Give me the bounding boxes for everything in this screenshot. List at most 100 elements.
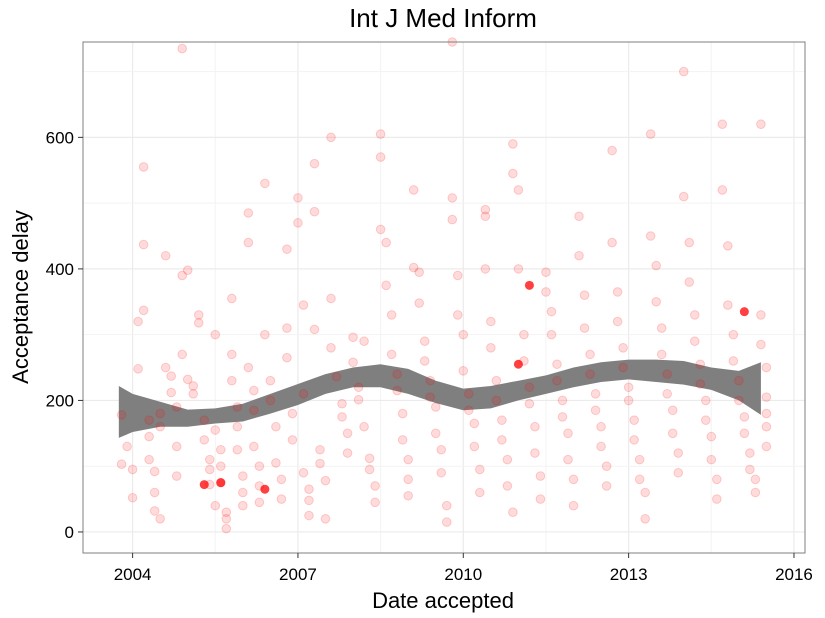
data-point (607, 237, 617, 248)
data-point (579, 323, 590, 333)
data-point (552, 375, 562, 386)
data-point (475, 487, 485, 498)
data-point (756, 339, 766, 350)
data-point (734, 395, 744, 406)
data-point (227, 293, 237, 304)
data-point (419, 356, 430, 366)
data-point (210, 425, 221, 435)
data-point (640, 487, 650, 498)
data-point (634, 454, 645, 465)
data-point (204, 454, 215, 465)
data-point (519, 329, 529, 340)
plot-border (82, 41, 806, 554)
data-point (116, 410, 127, 420)
data-point (381, 237, 391, 248)
data-point (601, 481, 612, 491)
data-point (596, 441, 606, 452)
data-point (265, 375, 276, 386)
data-point (353, 382, 364, 393)
data-point (491, 375, 502, 386)
data-point (182, 265, 193, 276)
data-point (309, 158, 320, 169)
data-point (375, 224, 386, 235)
data-point (541, 287, 551, 297)
data-point (304, 484, 314, 495)
data-point (497, 415, 507, 425)
data-point (695, 379, 706, 389)
data-point (535, 494, 546, 504)
data-point (276, 494, 287, 504)
data-point (177, 270, 188, 281)
grid-lines (83, 42, 805, 553)
data-point-dense (199, 480, 209, 490)
data-point (585, 369, 595, 379)
data-point (177, 43, 188, 54)
data-point (386, 310, 397, 320)
data-point (739, 412, 750, 422)
data-point (480, 264, 491, 274)
data-point (221, 514, 232, 524)
data-point (579, 290, 590, 300)
data-point (171, 471, 182, 481)
data-point (304, 495, 314, 506)
data-point (563, 454, 573, 465)
data-point (568, 500, 579, 511)
data-point (348, 357, 358, 368)
data-point (326, 132, 336, 143)
data-point-dense (524, 280, 534, 290)
data-point (651, 260, 661, 271)
data-point (337, 398, 347, 409)
data-point (370, 497, 380, 508)
data-point (260, 329, 270, 340)
data-point (590, 389, 601, 399)
data-point (149, 506, 160, 516)
data-point (227, 375, 237, 386)
data-point (645, 231, 656, 241)
data-point-dense (216, 478, 226, 488)
y-tick-label: 0 (65, 523, 74, 542)
data-point (370, 481, 380, 491)
data-point (502, 481, 513, 491)
data-point (464, 405, 474, 416)
data-point (342, 448, 353, 458)
data-point (750, 487, 761, 498)
data-point (513, 185, 524, 195)
data-point (761, 408, 772, 419)
data-point (364, 453, 375, 464)
data-point (122, 441, 132, 452)
data-point (171, 441, 182, 452)
data-point (673, 448, 684, 458)
data-point (215, 444, 226, 455)
data-point (585, 349, 595, 360)
data-point (601, 461, 612, 471)
data-point (761, 421, 772, 432)
y-tick-label: 600 (46, 128, 74, 147)
data-point (221, 507, 232, 518)
y-tick-label: 400 (46, 260, 74, 279)
data-point (662, 369, 673, 379)
data-point (458, 329, 469, 340)
data-point-dense (513, 359, 523, 369)
data-points (116, 37, 772, 534)
x-tick-label: 2016 (775, 565, 813, 584)
data-point (414, 298, 424, 308)
data-point (260, 178, 270, 189)
data-point (717, 119, 728, 130)
data-point (144, 431, 154, 442)
data-point (397, 435, 408, 445)
data-point (326, 293, 336, 304)
data-point (309, 206, 320, 217)
data-point (508, 507, 518, 518)
data-point (315, 444, 325, 455)
data-point (728, 356, 739, 366)
data-point (403, 454, 413, 465)
data-point (359, 336, 369, 347)
data-point (436, 467, 447, 478)
data-point (381, 280, 391, 291)
x-tick-label: 2007 (279, 565, 317, 584)
data-point (138, 305, 149, 316)
data-point (193, 318, 204, 328)
data-point (199, 435, 210, 445)
data-point (464, 389, 474, 399)
